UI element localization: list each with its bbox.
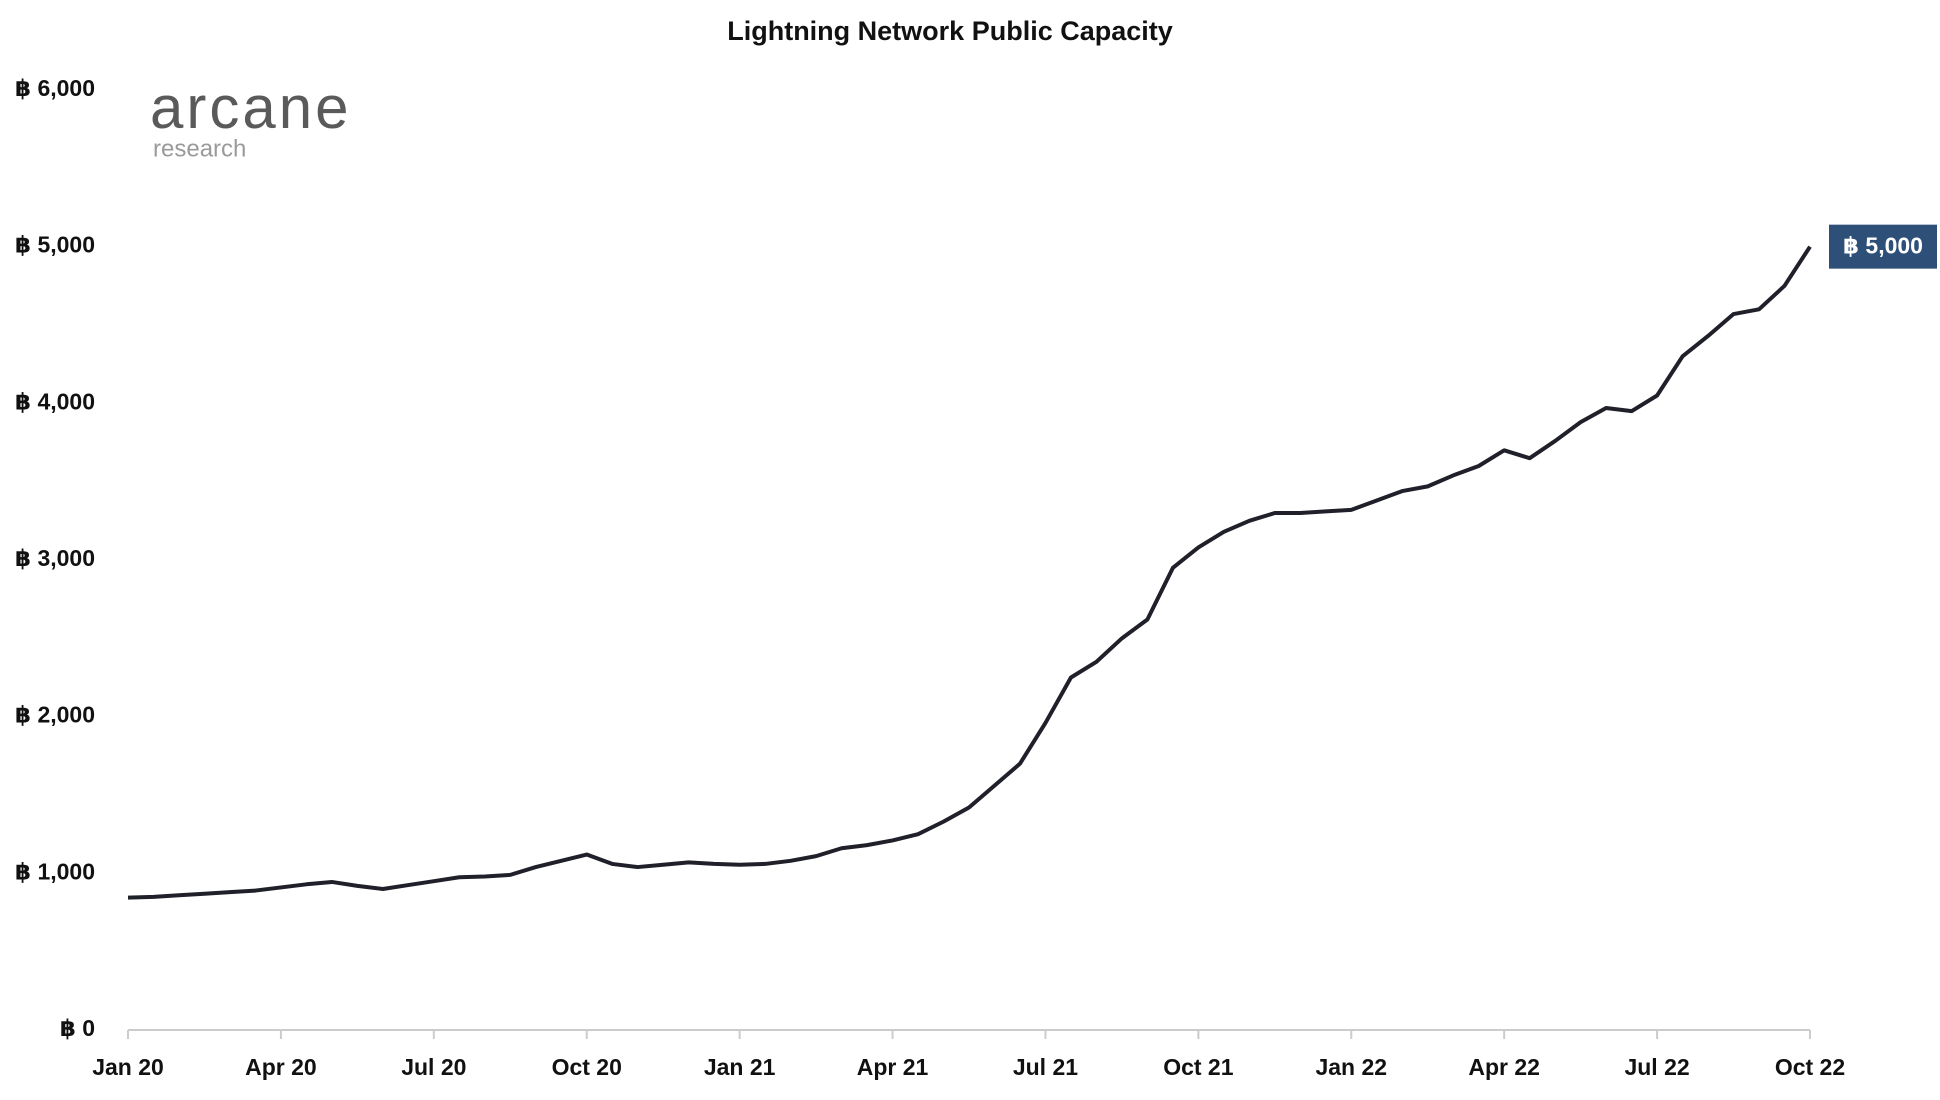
annotation-label: ฿ 5,000 [1843, 233, 1923, 259]
x-tick-label: Apr 22 [1468, 1054, 1540, 1080]
x-tick-label: Jan 20 [92, 1054, 164, 1080]
x-tick-label: Jul 21 [1013, 1054, 1078, 1080]
chart-title: Lightning Network Public Capacity [727, 16, 1173, 46]
x-tick-label: Jul 22 [1624, 1054, 1689, 1080]
logo: arcane [150, 74, 351, 141]
y-tick-label: ฿ 3,000 [15, 545, 95, 571]
x-tick-label: Jan 21 [704, 1054, 776, 1080]
x-tick-label: Apr 21 [857, 1054, 929, 1080]
x-tick-label: Oct 20 [552, 1054, 622, 1080]
x-tick-label: Jul 20 [401, 1054, 466, 1080]
logo-sub: research [153, 135, 246, 162]
y-tick-label: ฿ 0 [60, 1015, 95, 1041]
y-tick-label: ฿ 1,000 [15, 858, 95, 884]
y-tick-label: ฿ 2,000 [15, 702, 95, 728]
x-tick-label: Oct 21 [1163, 1054, 1234, 1080]
y-tick-label: ฿ 5,000 [15, 232, 95, 258]
x-tick-label: Apr 20 [245, 1054, 317, 1080]
annotation-box [1829, 224, 1937, 269]
x-tick-label: Jan 22 [1315, 1054, 1387, 1080]
x-tick-label: Oct 22 [1775, 1054, 1845, 1080]
line [127, 245, 1812, 900]
y-tick-label: ฿ 4,000 [15, 388, 95, 414]
y-tick-label: ฿ 6,000 [15, 75, 95, 101]
